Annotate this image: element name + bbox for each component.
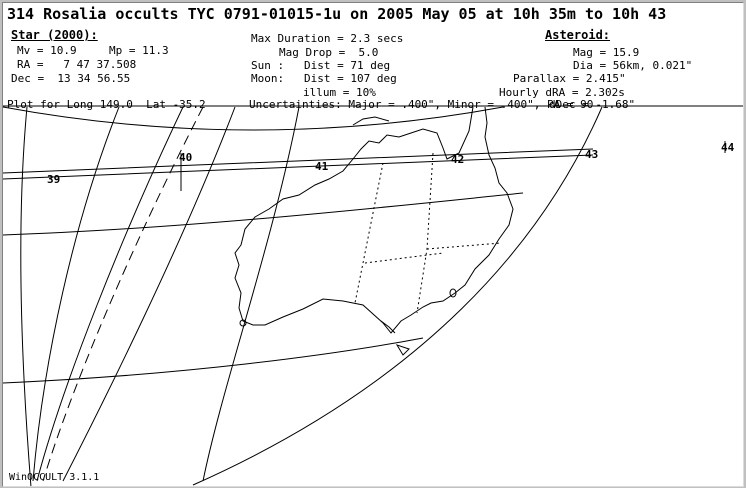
moon-illum: illum = 10%: [303, 86, 376, 99]
north-coast: [352, 116, 390, 126]
australia-coastline: [234, 106, 514, 334]
gulf-coast: [380, 320, 396, 334]
program-version: WinOCCULT 3.1.1: [9, 472, 100, 483]
state-borders: [354, 152, 502, 314]
tasmania: [395, 344, 410, 356]
star-heading: Star (2000):: [11, 28, 98, 42]
path-label-42: 42: [451, 153, 464, 166]
asteroid-hourly-dra: Hourly dRA = 2.302s: [499, 86, 625, 99]
asteroid-dia: Dia = 56km, 0.021": [573, 59, 693, 72]
meridians: [20, 106, 300, 486]
asteroid-parallax: Parallax = 2.415": [513, 72, 626, 85]
occultation-path: [3, 148, 594, 180]
earth-limb: [192, 106, 603, 486]
sun-distance: Sun : Dist = 71 deg: [251, 59, 391, 72]
coast-marker: [239, 319, 247, 327]
mag-drop: Mag Drop = 5.0: [279, 46, 379, 59]
asteroid-mag: Mag = 15.9: [573, 46, 640, 59]
max-duration: Max Duration = 2.3 secs: [251, 32, 404, 45]
parallels: [3, 106, 524, 384]
path-label-43: 43: [585, 148, 598, 161]
path-label-44: 44: [721, 141, 735, 154]
asteroid-heading: Asteroid:: [545, 28, 611, 42]
path-label-40: 40: [179, 151, 192, 164]
star-dec: Dec = 13 34 56.55: [11, 72, 131, 85]
map-title: 314 Rosalia occults TYC 0791-01015-1u on…: [7, 5, 667, 23]
star-mp: Mp = 11.3: [109, 44, 169, 57]
path-label-41: 41: [315, 160, 329, 173]
occultation-map: 39 40 41 42 43 44: [3, 105, 743, 486]
star-mv: Mv = 10.9: [17, 44, 77, 57]
asteroid-ddec: dDec = -1.68": [549, 98, 636, 111]
moon-distance: Moon: Dist = 107 deg: [251, 72, 397, 85]
uncertainties: Uncertainties: Major = .400", Minor = .4…: [249, 98, 594, 111]
plot-for-location: Plot for Long 149.0 Lat -35.2: [7, 98, 206, 111]
star-ra: RA = 7 47 37.508: [17, 58, 137, 71]
path-label-39: 39: [47, 173, 60, 186]
coast-marker-2: [449, 288, 457, 298]
